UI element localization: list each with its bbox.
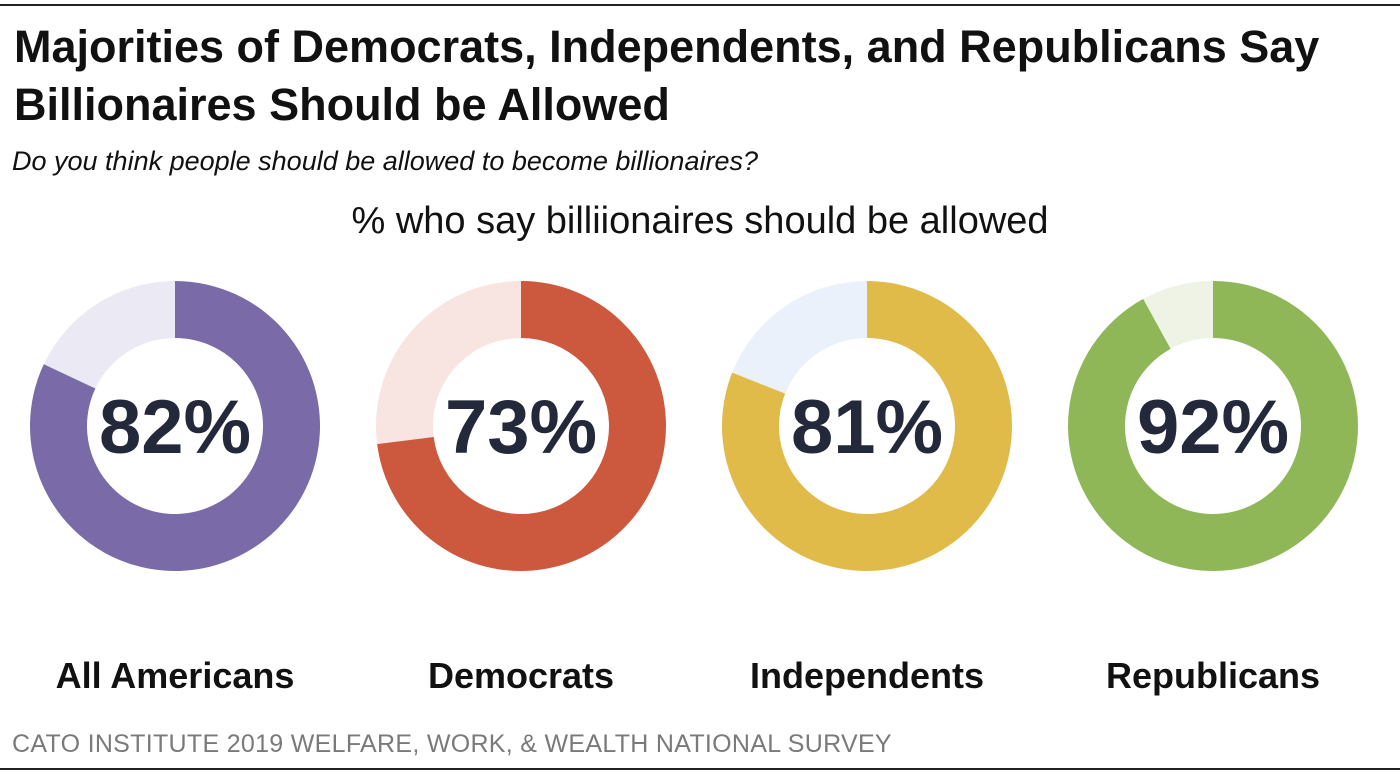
source-note: CATO INSTITUTE 2019 WELFARE, WORK, & WEA… <box>12 730 892 758</box>
measure-label: % who say billiionaires should be allowe… <box>351 200 1049 242</box>
donut-category-label: All Americans <box>56 655 295 696</box>
donut-group: 92% Republicans <box>1068 281 1358 696</box>
donut-chart: 82% All Americans 73% Democrats 81% Independe… <box>29 281 1358 696</box>
donut-remainder-slice <box>376 281 521 445</box>
donut-remainder-slice <box>1143 281 1213 349</box>
donut-group: 82% All Americans <box>29 281 320 696</box>
donut-group: 81% Independents <box>722 281 1012 696</box>
donut-value-slice <box>1068 281 1358 571</box>
donut-value-label: 92% <box>1137 385 1289 470</box>
donut-value-label: 81% <box>791 385 943 470</box>
donut-value-slice <box>722 281 1012 571</box>
survey-question: Do you think people should be allowed to… <box>12 146 758 176</box>
donut-category-label: Democrats <box>428 655 614 696</box>
donut-value-label: 82% <box>99 385 251 470</box>
donut-value-slice <box>377 281 666 571</box>
chart-title: Majorities of Democrats, Independents, a… <box>14 21 1320 130</box>
donut-group: 73% Democrats <box>376 281 666 696</box>
donut-remainder-slice <box>732 281 867 394</box>
donut-value-label: 73% <box>445 385 597 470</box>
donut-value-slice <box>29 281 320 571</box>
donut-remainder-slice <box>43 281 175 389</box>
donut-category-label: Republicans <box>1106 655 1320 696</box>
bottom-rule <box>0 768 1400 770</box>
top-rule <box>0 4 1400 6</box>
donut-category-label: Independents <box>750 655 984 696</box>
